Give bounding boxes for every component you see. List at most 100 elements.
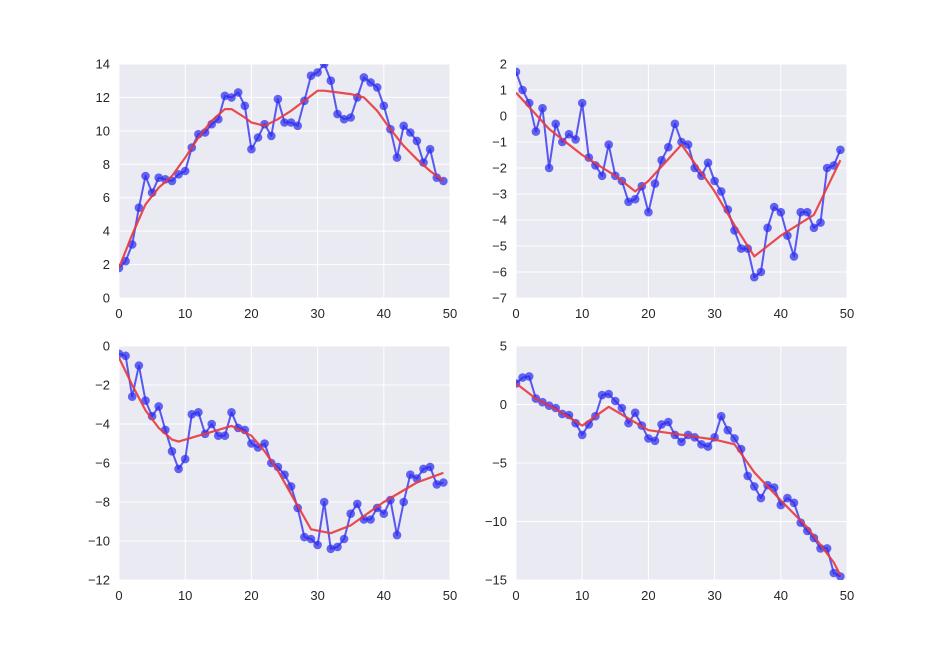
y-tick-label: −7 xyxy=(492,291,507,306)
data-point xyxy=(577,98,587,108)
y-tick-label: 6 xyxy=(103,190,110,205)
plot-marks xyxy=(119,64,448,273)
data-point xyxy=(836,572,845,580)
data-point xyxy=(518,373,527,382)
data-point xyxy=(439,478,448,487)
smoothed-series-line xyxy=(516,382,842,576)
data-point xyxy=(577,430,587,440)
data-point xyxy=(644,434,653,443)
data-point xyxy=(326,76,336,85)
y-tick-label: 12 xyxy=(96,90,110,105)
data-point xyxy=(783,493,792,503)
data-point xyxy=(571,135,580,144)
data-point xyxy=(425,144,435,154)
y-tick-label: 0 xyxy=(500,109,507,124)
data-point xyxy=(432,480,442,489)
data-point xyxy=(604,140,613,149)
data-point xyxy=(716,411,726,421)
plot-area xyxy=(516,64,847,298)
data-point xyxy=(326,544,336,554)
x-tick-label: 20 xyxy=(641,588,655,603)
subplot-bottom-right: 0 10 20 30 40 50 −15 −10 −5 0 5 xyxy=(485,339,854,604)
y-tick-label: −4 xyxy=(95,417,110,432)
x-tick-label: 10 xyxy=(575,588,589,603)
data-point xyxy=(756,493,766,503)
data-point xyxy=(253,133,263,142)
data-point xyxy=(319,64,329,69)
data-point xyxy=(677,137,686,147)
data-point xyxy=(412,136,422,146)
y-tick-label: 2 xyxy=(103,257,110,272)
y-tick-label: −10 xyxy=(88,534,110,549)
x-tick-label: 50 xyxy=(840,588,854,603)
data-point xyxy=(227,408,236,417)
y-tick-label: −2 xyxy=(492,161,507,176)
data-point xyxy=(736,244,746,253)
data-point xyxy=(809,223,819,233)
data-point xyxy=(406,128,415,137)
data-point xyxy=(789,252,799,261)
data-point xyxy=(531,127,541,136)
data-point xyxy=(551,119,560,129)
y-tick-label: −6 xyxy=(95,456,110,471)
data-point xyxy=(657,420,666,429)
data-point xyxy=(399,121,409,131)
y-tick-label: −2 xyxy=(95,378,110,393)
x-tick-label: 40 xyxy=(774,588,788,603)
x-tick-label: 40 xyxy=(377,588,391,603)
data-point xyxy=(141,171,150,181)
data-point xyxy=(359,73,369,82)
data-point xyxy=(366,515,375,524)
data-point xyxy=(154,402,163,411)
data-point xyxy=(154,173,163,182)
data-point xyxy=(207,419,216,429)
data-point xyxy=(723,425,733,435)
data-point xyxy=(121,351,130,361)
y-tick-label: 2 xyxy=(500,57,507,72)
y-tick-label: 4 xyxy=(103,224,110,239)
data-point xyxy=(796,207,805,217)
y-tick-label: −1 xyxy=(492,135,507,150)
data-point xyxy=(379,509,389,518)
data-point xyxy=(624,197,633,207)
data-point xyxy=(419,158,428,167)
x-tick-label: 20 xyxy=(244,588,258,603)
data-point xyxy=(756,267,766,277)
data-point xyxy=(624,418,633,428)
data-point xyxy=(425,462,435,472)
smoothed-series-line xyxy=(119,357,444,535)
subplot-top-right: 0 10 20 30 40 50 −7 −6 −5 −4 −3 −2 −1 0 1 2 xyxy=(492,57,854,322)
x-tick-label: 10 xyxy=(575,306,589,321)
data-point xyxy=(220,431,230,441)
data-point xyxy=(710,176,719,186)
data-point xyxy=(822,163,832,173)
x-tick-label: 10 xyxy=(178,588,192,603)
y-tick-label: 14 xyxy=(96,57,110,72)
x-tick-label: 50 xyxy=(840,306,854,321)
data-point xyxy=(187,410,197,419)
x-tick-label: 20 xyxy=(244,306,258,321)
data-point xyxy=(670,119,680,129)
data-point xyxy=(339,534,349,544)
data-point xyxy=(803,207,812,217)
data-point xyxy=(419,464,428,474)
data-point xyxy=(716,187,726,196)
data-point xyxy=(240,101,250,111)
y-tick-label: −8 xyxy=(95,495,110,510)
x-tick-label: 50 xyxy=(443,306,457,321)
data-point xyxy=(220,91,230,101)
data-point xyxy=(339,114,349,124)
x-tick-label: 40 xyxy=(774,306,788,321)
data-point xyxy=(538,103,547,113)
data-point xyxy=(650,179,660,188)
data-point xyxy=(333,109,342,119)
data-point xyxy=(134,361,144,370)
data-point xyxy=(280,118,289,127)
data-point xyxy=(763,223,772,233)
y-tick-label: −12 xyxy=(88,573,110,588)
data-point xyxy=(591,161,600,170)
x-tick-label: 0 xyxy=(115,306,122,321)
data-point xyxy=(703,158,713,168)
data-point xyxy=(597,171,607,181)
x-tick-label: 30 xyxy=(310,588,324,603)
